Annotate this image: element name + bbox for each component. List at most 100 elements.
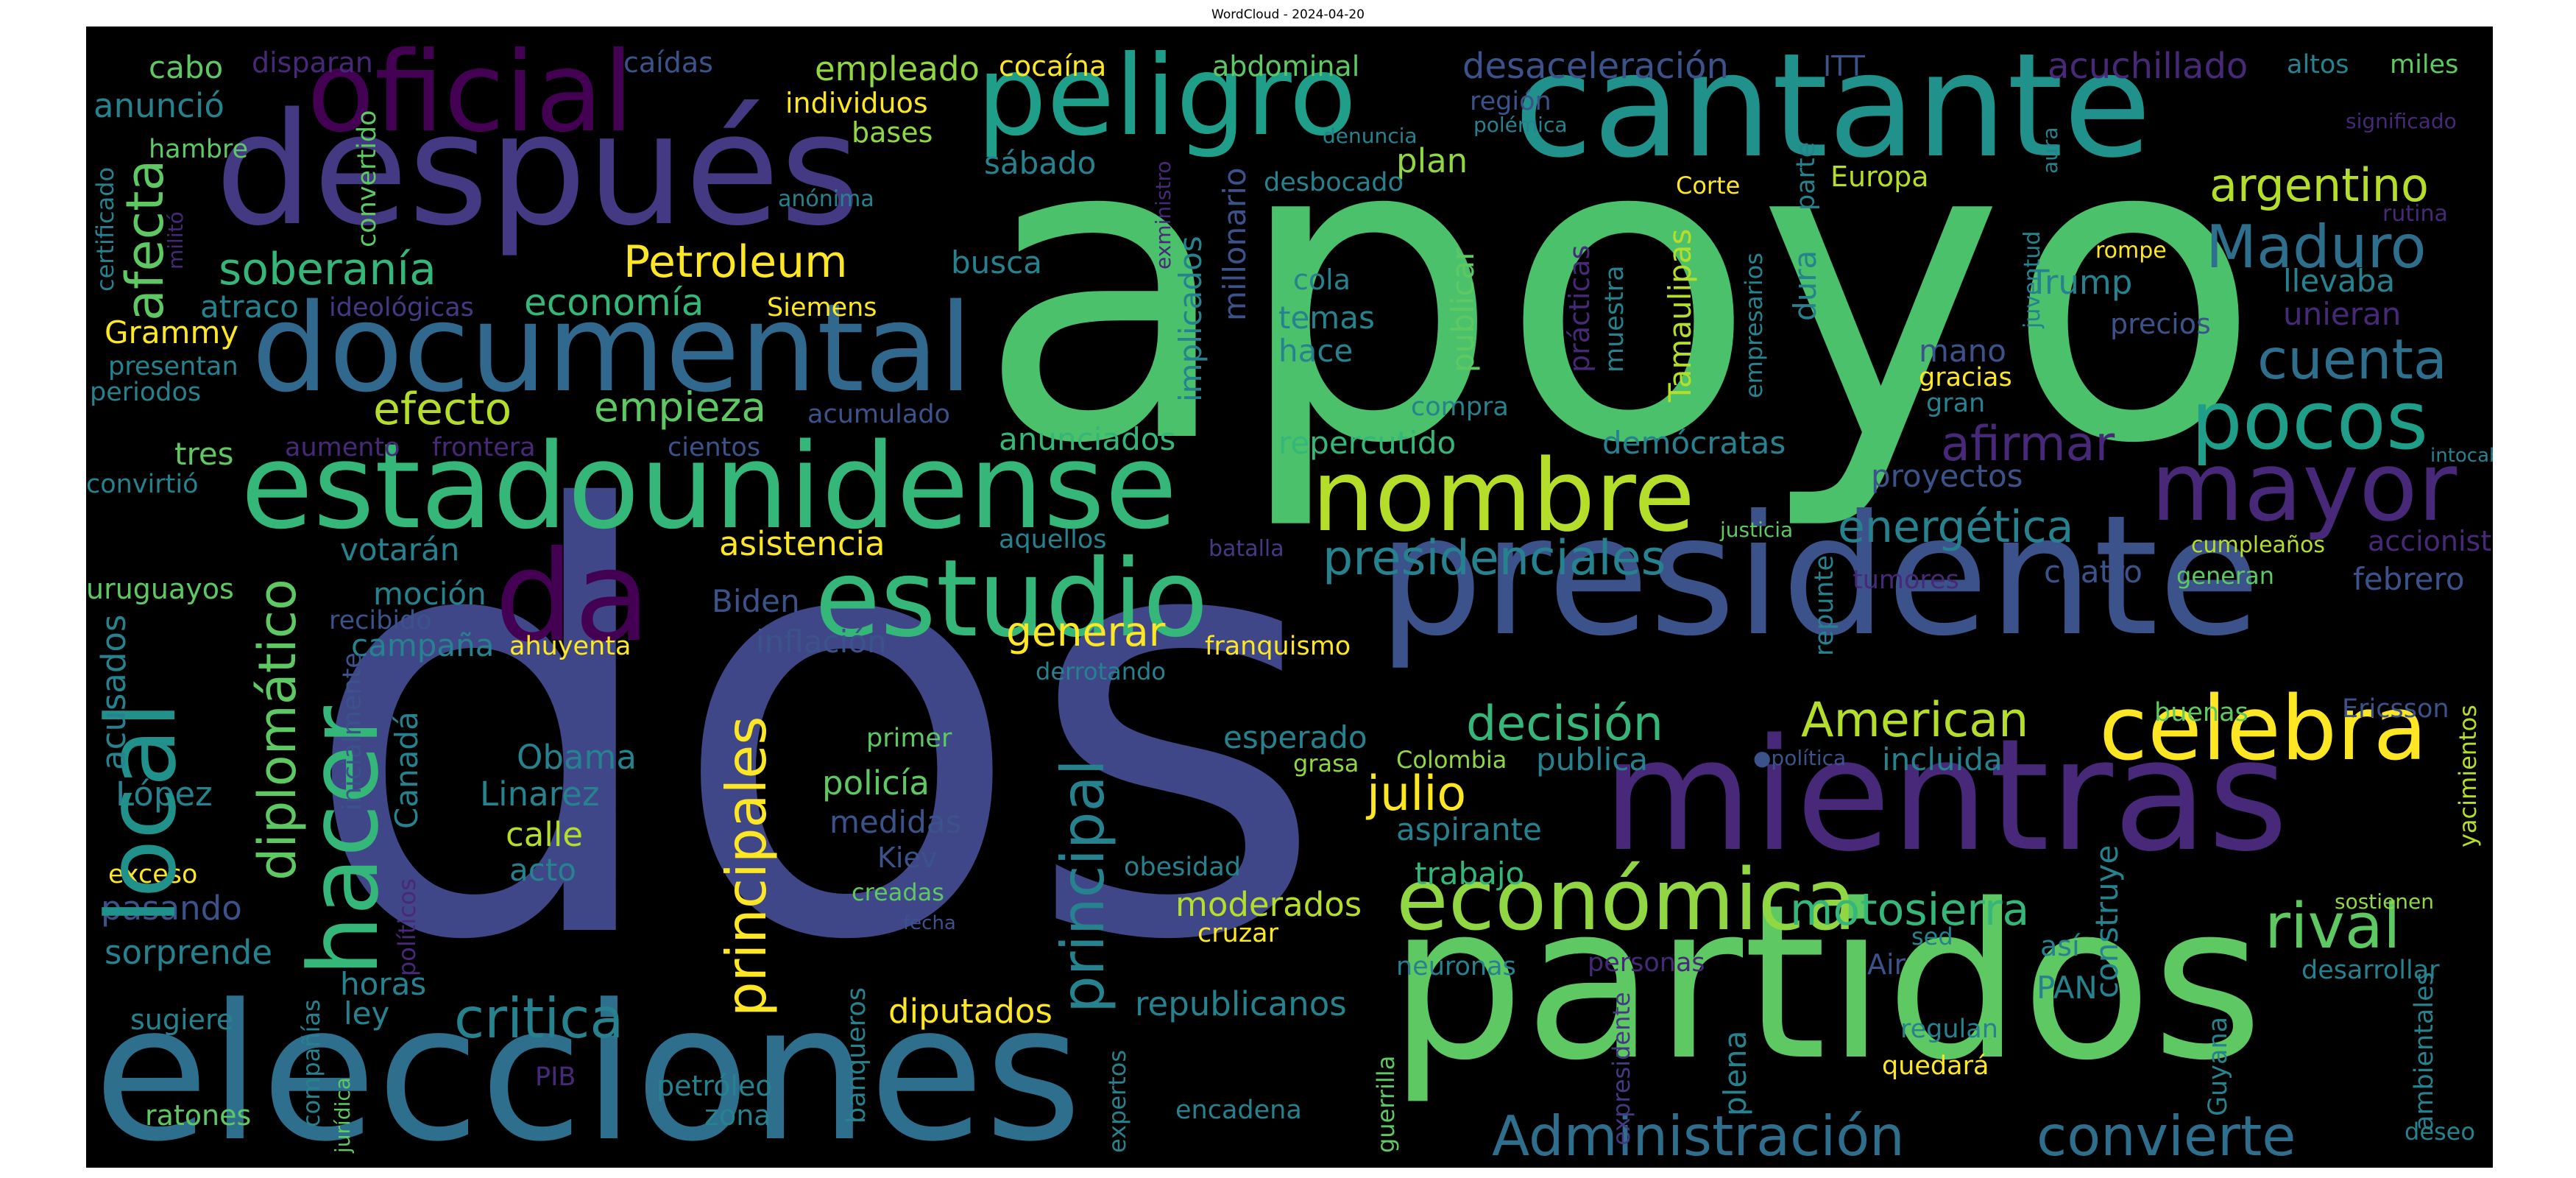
cloud-word: aspirante [1396, 811, 1542, 847]
cloud-word: jurídica [330, 1077, 355, 1153]
cloud-word: Ericsson [2342, 694, 2449, 724]
cloud-word: temas [1278, 300, 1375, 336]
cloud-word: bases [852, 116, 933, 149]
cloud-word: grasa [1293, 750, 1359, 777]
cloud-word: disparan [252, 46, 373, 79]
cloud-word: cientos [668, 433, 761, 462]
cloud-word: periodos [90, 378, 202, 407]
cloud-word: febrero [2353, 561, 2465, 597]
cloud-word: expresidente [1607, 992, 1635, 1146]
cloud-word: PIB [535, 1062, 576, 1092]
cloud-word: cumpleaños [2191, 532, 2325, 558]
cloud-word: expertos [1103, 1049, 1131, 1153]
cloud-word: Trump [2029, 263, 2133, 302]
cloud-word: trabajo [1415, 856, 1525, 892]
cloud-word: moción [373, 576, 486, 612]
cloud-word: así [2040, 930, 2080, 962]
cloud-word: accionista [2368, 525, 2493, 557]
cloud-word: gran [1926, 389, 1986, 418]
cloud-word: exceso [108, 860, 198, 889]
cloud-word: individuos [785, 87, 928, 119]
cloud-word: atraco [200, 289, 299, 325]
cloud-word: cocaína [999, 50, 1107, 82]
cloud-word: da [495, 524, 651, 670]
cloud-word: ambientales [2410, 972, 2439, 1131]
cloud-word: medidas [829, 804, 962, 840]
cloud-word: ITT [1823, 50, 1865, 82]
cloud-word: policía [822, 763, 930, 803]
cloud-word: sugiere [130, 1004, 234, 1036]
cloud-word: tumores [1853, 565, 1959, 595]
cloud-word: busca [951, 244, 1042, 281]
cloud-word: anunciados [999, 421, 1176, 457]
cloud-word: quedará [1882, 1051, 1989, 1081]
cloud-word: caídas [623, 46, 713, 79]
cloud-word: cruzar [1197, 919, 1279, 948]
cloud-word: Tamaulipas [1662, 228, 1698, 402]
cloud-word: documental [252, 278, 973, 419]
cloud-word: altos [2287, 50, 2349, 80]
cloud-word: presidente [1378, 480, 2261, 673]
cloud-word: convertido [353, 110, 382, 247]
cloud-word: peligro [977, 32, 1357, 161]
cloud-word: Obama [517, 738, 637, 777]
cloud-word: Petroleum [623, 236, 848, 288]
cloud-word: después [215, 80, 860, 260]
cloud-word: esperado [1223, 719, 1367, 755]
cloud-word: acumulado [807, 400, 950, 429]
cloud-word: primer [866, 724, 952, 753]
cloud-word: petróleo [657, 1070, 773, 1102]
cloud-word: gracias [1919, 363, 2012, 392]
cloud-word: energética [1838, 501, 2074, 553]
cloud-word: inflación [756, 624, 887, 660]
cloud-word: certificado [91, 166, 119, 292]
cloud-word: prácticas [1563, 244, 1596, 373]
cloud-word: calle [506, 815, 584, 854]
cloud-word: apoyo [977, 47, 2262, 535]
cloud-word: desaceleración [1462, 46, 1729, 87]
cloud-word: polémica [1473, 113, 1568, 137]
cloud-word: muestra [1600, 265, 1630, 373]
cloud-word: cola [1293, 264, 1351, 296]
cloud-word: aquellos [999, 525, 1107, 554]
cloud-word: motosierra [1790, 884, 2030, 936]
cloud-word: significado [2346, 109, 2457, 133]
cloud-word: rompe [2095, 238, 2167, 264]
cloud-word: afirmar [1941, 417, 2115, 472]
cloud-word: desbocado [1264, 168, 1404, 197]
cloud-word: diplomático [247, 579, 308, 881]
page-title: WordCloud - 2024-04-20 [1211, 7, 1365, 22]
cloud-word: guerrilla [1372, 1055, 1400, 1153]
cloud-word: Administración [1492, 1104, 1905, 1168]
cloud-word: soberanía [219, 244, 436, 295]
cloud-word: rutina [2382, 201, 2448, 227]
cloud-word: sed [1911, 923, 1953, 950]
cloud-word: pocos [2191, 373, 2429, 468]
cloud-word: parte [1791, 141, 1821, 211]
cloud-word: neuronas [1396, 952, 1516, 981]
cloud-word: ratones [145, 1099, 252, 1132]
cloud-word: inicialmente [338, 652, 367, 811]
cloud-word: compra [1411, 392, 1509, 422]
cloud-word: yacimientos [2454, 705, 2482, 847]
cloud-word: votarán [340, 532, 460, 568]
cloud-word: frontera [432, 433, 536, 462]
cloud-word: unieran [2283, 296, 2402, 332]
cloud-word: aumento [285, 433, 400, 462]
cloud-word: diputados [888, 992, 1052, 1031]
cloud-word: militó [163, 211, 188, 269]
cloud-word: generan [2176, 562, 2275, 590]
cloud-word: publicar [1445, 247, 1481, 373]
cloud-word: personas [1588, 948, 1705, 978]
cloud-word: repunte [1810, 555, 1839, 656]
cloud-word: franquismo [1205, 632, 1351, 661]
cloud-word: principales [714, 716, 779, 1017]
cloud-word: mientras [1602, 705, 2288, 886]
cloud-word: Europa [1830, 161, 1929, 193]
cloud-word: batalla [1209, 536, 1284, 562]
cloud-word: dos [300, 391, 1328, 1068]
cloud-word: aura [2038, 127, 2062, 174]
cloud-word: acto [509, 852, 576, 888]
cloud-word: PAN [2037, 970, 2098, 1006]
cloud-word: precios [2110, 308, 2211, 340]
